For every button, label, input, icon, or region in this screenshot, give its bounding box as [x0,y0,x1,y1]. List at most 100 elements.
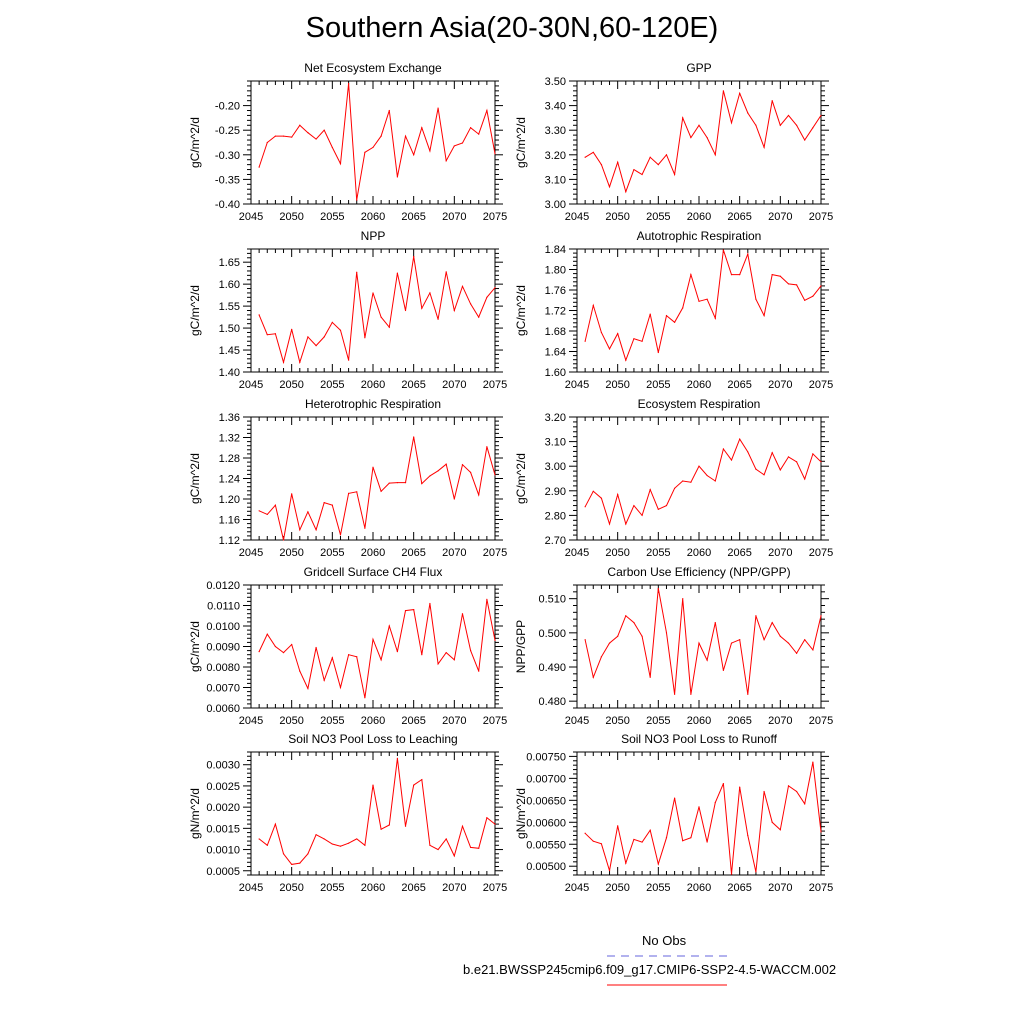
data-point [307,132,309,134]
data-point [779,275,781,277]
data-point [641,173,643,176]
data-point [600,656,603,658]
data-point [315,646,317,649]
y-tick-label: -0.30 [215,150,240,162]
data-point [763,790,765,793]
x-tick-label: 2055 [646,547,670,559]
data-point [266,513,268,515]
chart-title: Carbon Use Efficiency (NPP/GPP) [607,565,790,579]
y-tick-label: 1.40 [219,367,240,379]
data-point [453,309,455,312]
data-point [299,862,301,864]
y-tick-label: 1.84 [545,244,566,256]
data-point [396,176,398,178]
y-tick-label: 1.32 [219,433,240,445]
data-point [820,615,822,617]
chart-panel-6: 2045 2050 2055 2060 2065 2070 2075 2.70 2.80 2.90… [514,397,833,559]
y-tick-label: 1.80 [545,265,566,277]
data-point [364,151,366,153]
data-point [747,834,749,837]
data-point [739,92,741,94]
data-point [796,461,798,463]
x-tick-label: 2070 [442,882,466,894]
y-tick-label: 0.0015 [206,823,240,835]
data-point [698,465,700,467]
data-point [633,168,635,171]
data-point [429,292,431,294]
data-point [461,142,464,144]
data-point [641,514,643,517]
data-point [421,778,423,781]
data-point [299,361,301,363]
data-point [323,838,325,840]
y-tick-label: 3.00 [545,199,566,211]
data-point [282,652,285,654]
data-point [388,625,390,627]
y-axis-label: gC/m^2/d [188,453,202,504]
data-point [747,112,749,114]
data-point [649,488,651,491]
data-point [339,534,342,536]
data-point [437,318,439,320]
data-point [331,843,333,845]
data-point [787,456,790,458]
data-point [820,831,822,833]
y-axis-label: gC/m^2/d [514,117,528,168]
data-point [787,114,790,117]
data-point [665,837,668,839]
plot-frame [576,751,822,876]
data-point [747,693,749,695]
x-tick-label: 2060 [687,882,711,894]
data-point [625,191,627,193]
data-point [787,283,790,285]
plot-frame [250,248,496,373]
data-point [348,492,350,494]
data-point [674,797,676,799]
chart-title: Autotrophic Respiration [637,229,762,243]
y-tick-label: 0.0080 [206,662,240,674]
data-point [339,329,342,331]
data-point [339,686,342,689]
data-point [812,453,814,455]
data-point [722,448,725,450]
data-point [796,652,798,654]
data-point [804,139,806,141]
x-tick-label: 2055 [646,715,670,727]
y-tick-label: 0.00550 [526,839,566,851]
data-point [445,838,447,840]
y-axis-label: NPP/GPP [514,620,528,673]
data-point [804,299,806,301]
data-point [657,587,659,590]
data-point [315,138,317,140]
data-point [608,186,611,188]
x-tick-label: 2050 [279,211,303,223]
data-point [730,873,733,875]
data-point [291,493,293,495]
x-tick-label: 2055 [646,882,670,894]
data-point [682,117,684,119]
data-point [380,659,382,661]
data-point [665,315,668,317]
data-point [706,659,708,661]
data-point [755,468,757,470]
x-tick-label: 2070 [442,211,466,223]
data-point [600,331,603,334]
data-point [307,511,309,513]
chart-title: Ecosystem Respiration [638,397,761,411]
data-point [282,539,285,541]
x-tick-label: 2045 [239,882,263,894]
data-point [421,127,423,129]
data-point [274,645,276,648]
x-tick-label: 2050 [279,715,303,727]
data-point [608,870,611,872]
data-point [348,842,350,844]
data-point [625,862,627,864]
data-point [258,166,260,168]
y-tick-label: 0.00650 [526,795,566,807]
x-tick-label: 2065 [401,715,425,727]
data-point [608,523,611,525]
data-point [690,481,692,483]
x-tick-label: 2070 [768,715,792,727]
series-line [584,90,822,194]
data-point [584,832,586,834]
